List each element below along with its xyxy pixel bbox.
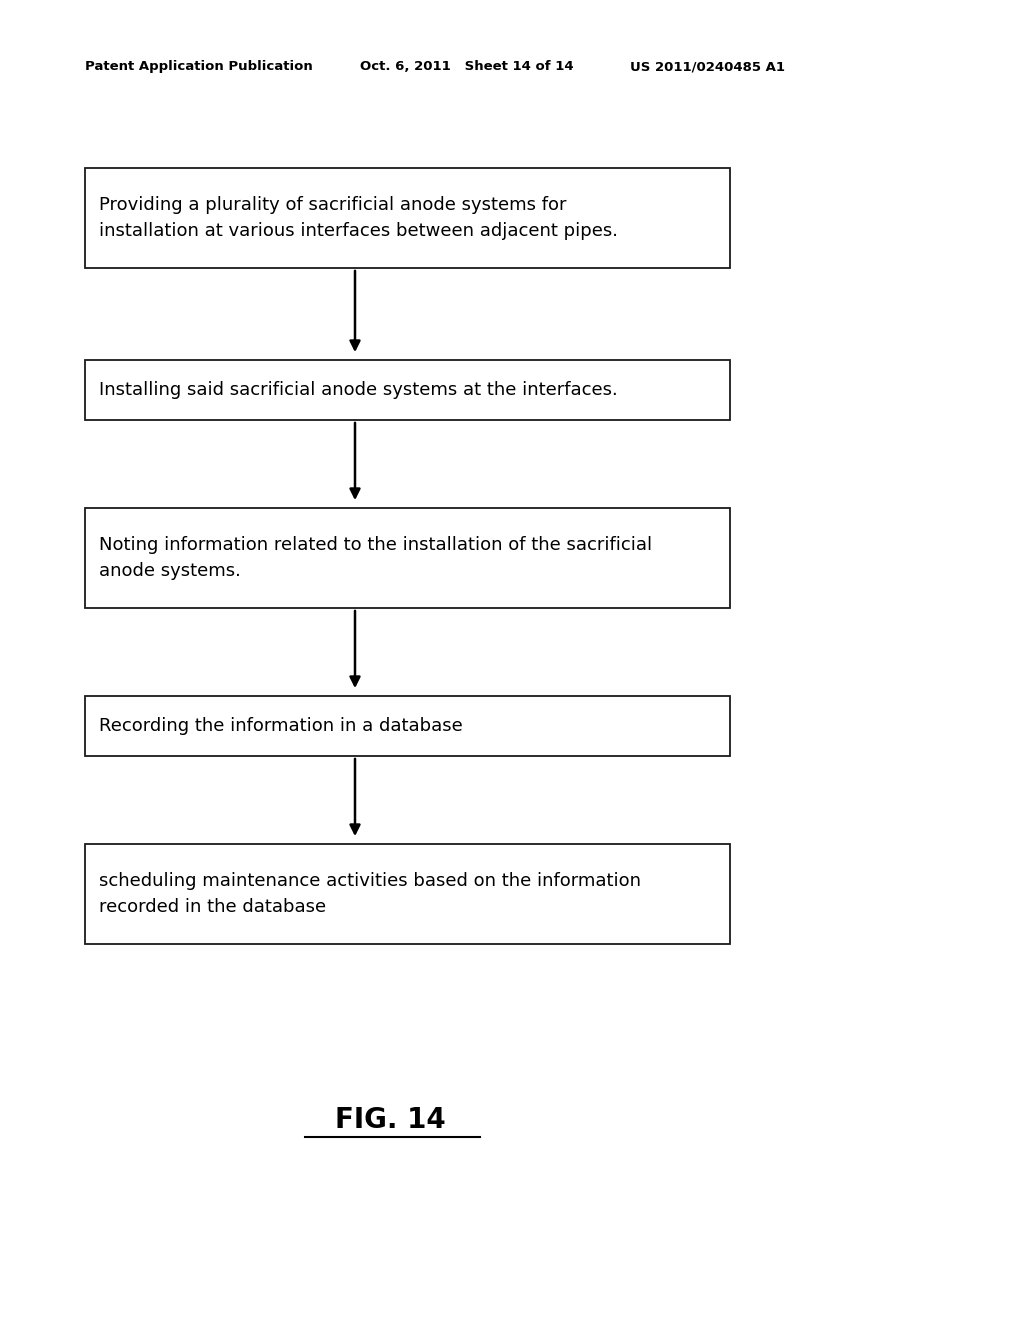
Text: Oct. 6, 2011   Sheet 14 of 14: Oct. 6, 2011 Sheet 14 of 14 <box>360 59 573 73</box>
Text: Recording the information in a database: Recording the information in a database <box>99 717 463 735</box>
Text: US 2011/0240485 A1: US 2011/0240485 A1 <box>630 59 785 73</box>
Bar <box>85 360 730 420</box>
Text: Patent Application Publication: Patent Application Publication <box>85 59 312 73</box>
Text: FIG. 14: FIG. 14 <box>335 1106 445 1134</box>
Bar <box>85 168 730 268</box>
Text: scheduling maintenance activities based on the information
recorded in the datab: scheduling maintenance activities based … <box>99 873 641 916</box>
Bar <box>85 696 730 756</box>
Bar <box>85 508 730 609</box>
Text: Noting information related to the installation of the sacrificial
anode systems.: Noting information related to the instal… <box>99 536 652 579</box>
Bar <box>85 843 730 944</box>
Text: Providing a plurality of sacrificial anode systems for
installation at various i: Providing a plurality of sacrificial ano… <box>99 197 618 239</box>
Text: Installing said sacrificial anode systems at the interfaces.: Installing said sacrificial anode system… <box>99 381 617 399</box>
